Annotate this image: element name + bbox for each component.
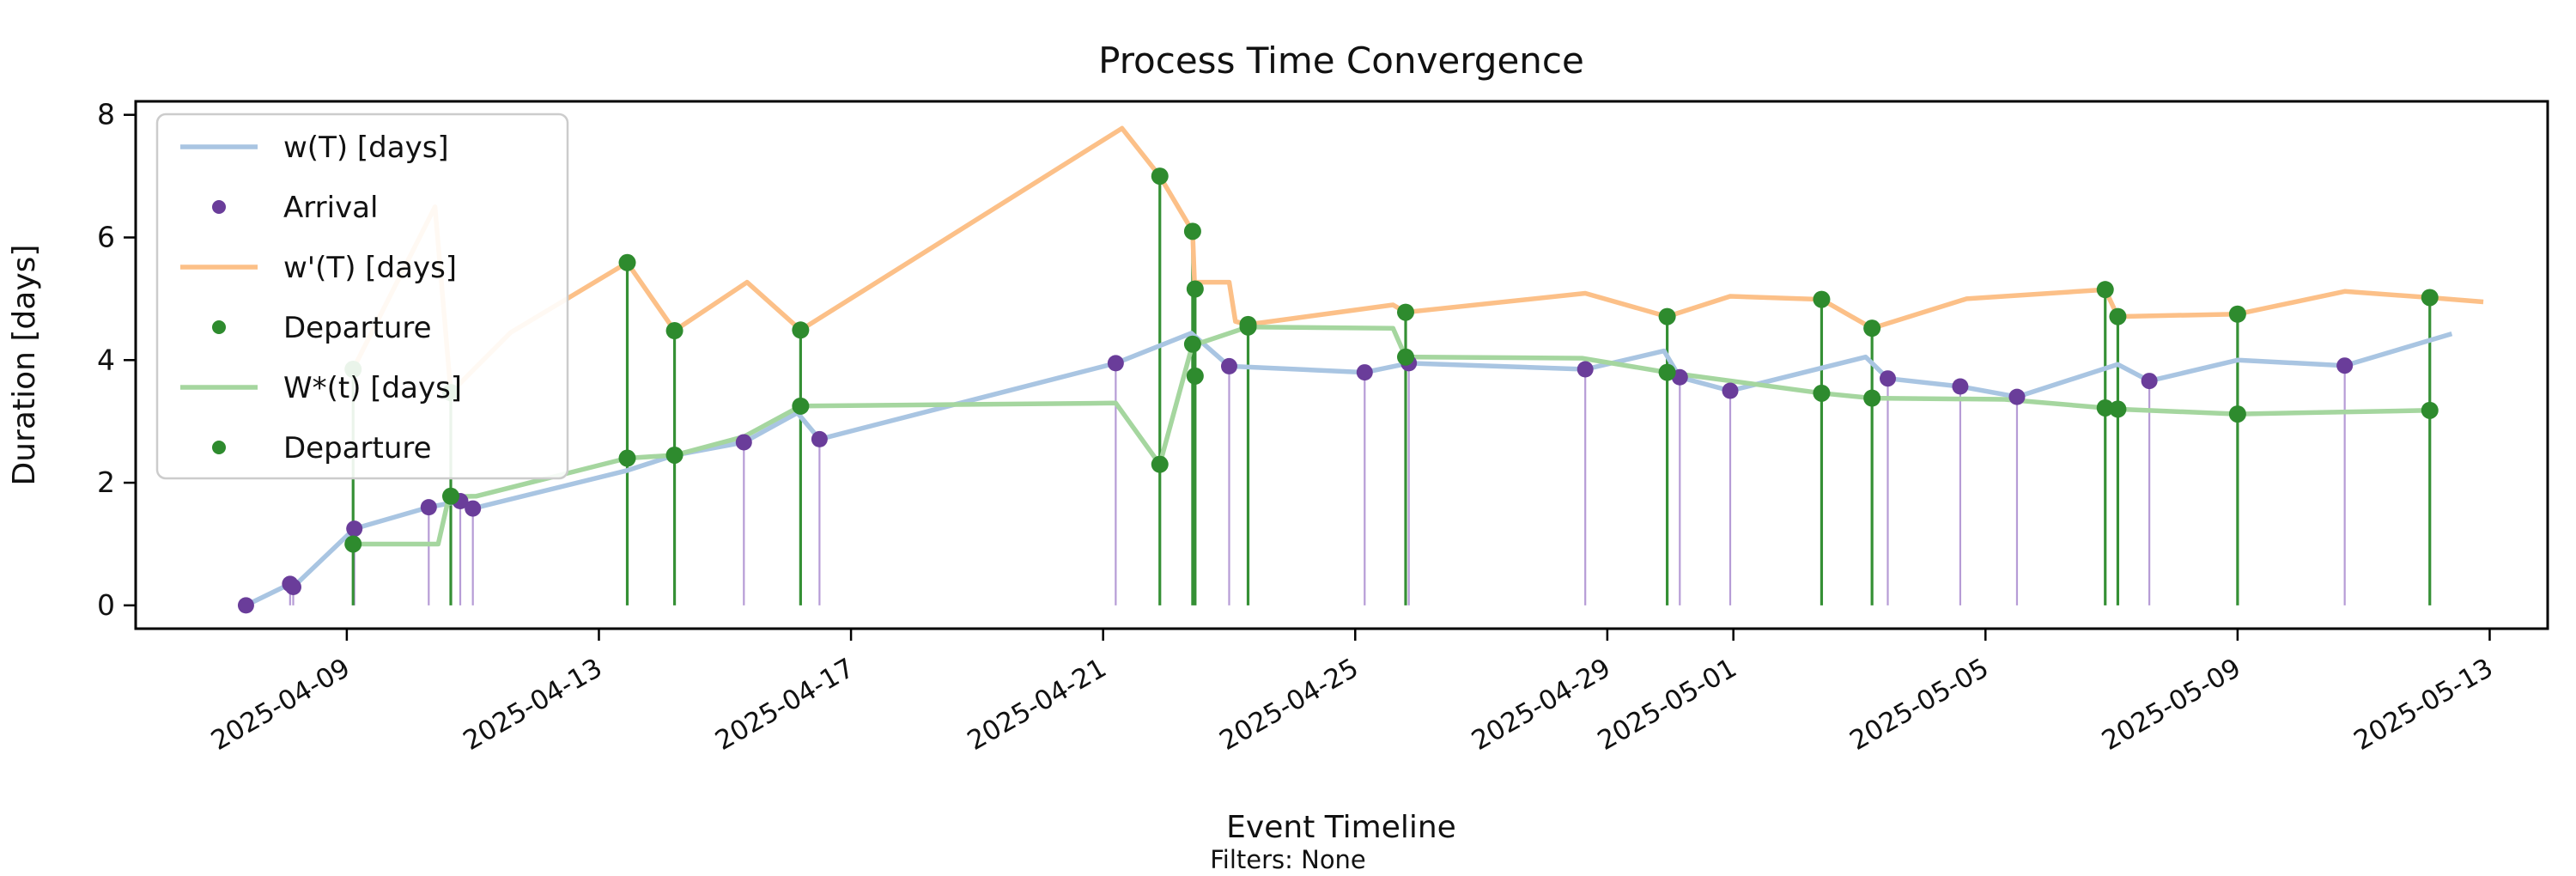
departure-marker-upper	[1658, 307, 1676, 325]
legend-item-label: w(T) [days]	[283, 131, 449, 165]
arrival-marker	[735, 434, 752, 451]
arrival-marker	[420, 499, 437, 516]
arrival-marker	[237, 597, 254, 614]
departure-marker-upper	[1813, 290, 1831, 308]
departure-marker-upper	[665, 322, 683, 340]
departure-marker-upper	[2109, 307, 2127, 325]
y-tick-label: 2	[97, 465, 115, 499]
departure-marker-upper	[1186, 280, 1204, 298]
x-tick-label: 2025-04-25	[1214, 653, 1364, 757]
departure-marker-lower	[1863, 389, 1881, 407]
departure-marker-lower	[792, 397, 810, 415]
arrival-marker	[284, 578, 301, 595]
legend-swatch-dot	[212, 200, 226, 214]
departure-marker-lower	[2109, 400, 2127, 418]
arrival-marker	[1577, 361, 1594, 378]
arrival-marker	[2336, 357, 2354, 374]
filters-footnote: Filters: None	[1210, 845, 1366, 874]
legend-item-label: W*(t) [days]	[283, 371, 462, 405]
legend-item-label: Arrival	[283, 191, 378, 225]
w-prime-line	[350, 125, 2484, 395]
departure-marker-lower	[1397, 348, 1415, 366]
departure-marker-lower	[2096, 398, 2114, 417]
legend-swatch-dot	[212, 441, 226, 454]
x-tick-label: 2025-04-17	[710, 653, 860, 757]
legend-swatch-dot	[212, 320, 226, 334]
x-tick-label: 2025-04-29	[1467, 653, 1616, 757]
event-markers	[237, 167, 2439, 614]
y-tick-label: 6	[97, 220, 115, 253]
departure-marker-upper	[1151, 167, 1169, 186]
legend: w(T) [days] Arrival w'(T) [days] Departure W…	[155, 113, 569, 480]
y-tick-label: 4	[97, 343, 115, 376]
departure-marker-lower	[618, 449, 636, 467]
x-tick-label: 2025-04-13	[458, 653, 607, 757]
legend-item-label: Departure	[283, 431, 432, 465]
y-axis-label: Duration [days]	[7, 245, 42, 486]
arrival-marker	[2008, 388, 2026, 405]
departure-marker-lower	[665, 446, 683, 464]
x-tick-label: 2025-05-01	[1593, 653, 1742, 757]
departure-marker-lower	[1813, 384, 1831, 402]
arrival-marker	[1220, 357, 1237, 374]
departure-marker-lower	[2228, 405, 2246, 423]
arrival-marker	[811, 430, 828, 447]
x-tick-label: 2025-05-13	[2348, 653, 2498, 757]
arrival-marker	[1722, 382, 1739, 399]
arrival-marker	[1356, 364, 1373, 381]
departure-marker-upper	[1183, 222, 1201, 240]
x-tick-label: 2025-05-09	[2097, 653, 2246, 757]
y-tick-label: 0	[97, 588, 115, 622]
chart-title: Process Time Convergence	[1098, 40, 1584, 82]
event-stems	[289, 176, 2432, 605]
departure-marker-upper	[1397, 303, 1415, 321]
legend-item-label: Departure	[283, 311, 432, 345]
departure-marker-upper	[618, 253, 636, 271]
arrival-marker	[1880, 370, 1897, 387]
departure-marker-lower	[441, 487, 459, 505]
x-tick-label: 2025-04-21	[963, 653, 1112, 757]
arrival-marker	[2141, 373, 2158, 390]
departure-marker-lower	[1239, 318, 1257, 336]
arrival-marker	[346, 520, 363, 538]
x-tick-label: 2025-04-09	[206, 653, 355, 757]
x-axis-label: Event Timeline	[1226, 810, 1456, 845]
legend-item-label: w'(T) [days]	[283, 251, 457, 285]
arrival-marker	[1107, 355, 1124, 372]
y-tick-label: 8	[97, 98, 115, 131]
arrival-marker	[465, 500, 482, 517]
departure-marker-upper	[2228, 305, 2246, 323]
departure-marker-lower	[1186, 367, 1204, 385]
departure-marker-lower	[1151, 455, 1169, 473]
departure-marker-lower	[2421, 401, 2439, 419]
departure-marker-lower	[344, 535, 362, 553]
departure-marker-lower	[1658, 363, 1676, 381]
plot-spines	[134, 100, 2549, 630]
departure-marker-upper	[1863, 319, 1881, 338]
departure-marker-upper	[792, 321, 810, 339]
departure-marker-upper	[2421, 289, 2439, 307]
arrival-marker	[1952, 378, 1969, 395]
legend-box	[155, 113, 569, 480]
x-tick-label: 2025-05-05	[1844, 653, 1994, 757]
departure-marker-upper	[2096, 281, 2114, 299]
departure-marker-lower	[1183, 335, 1201, 353]
